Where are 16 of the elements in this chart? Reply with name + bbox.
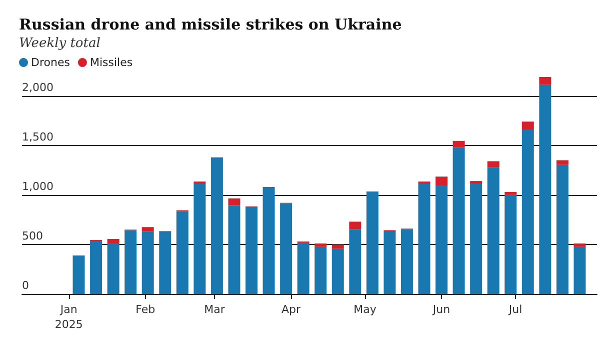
y-tick-label: 1,500 — [22, 130, 54, 144]
chart-title: Russian drone and missile strikes on Ukraine — [19, 16, 402, 34]
x-tick-label: Apr — [281, 303, 301, 316]
y-tick-label: 0 — [22, 279, 29, 292]
x-tick-label: Feb — [136, 303, 156, 316]
x-tick-label: Mar — [204, 303, 226, 316]
x-tick-label: May — [354, 303, 377, 316]
x-tick-label: Jul — [508, 303, 522, 316]
legend-label: Drones — [31, 56, 70, 69]
x-tick-label: Jun — [432, 303, 450, 316]
y-tick-label: 1,000 — [22, 180, 54, 193]
y-tick-label: 500 — [22, 229, 43, 242]
y-tick-label: 2,000 — [22, 80, 54, 94]
legend-label: Missiles — [90, 56, 133, 69]
x-tick-label: Jan 2025 — [54, 303, 83, 331]
chart-subtitle: Weekly total — [19, 36, 100, 51]
